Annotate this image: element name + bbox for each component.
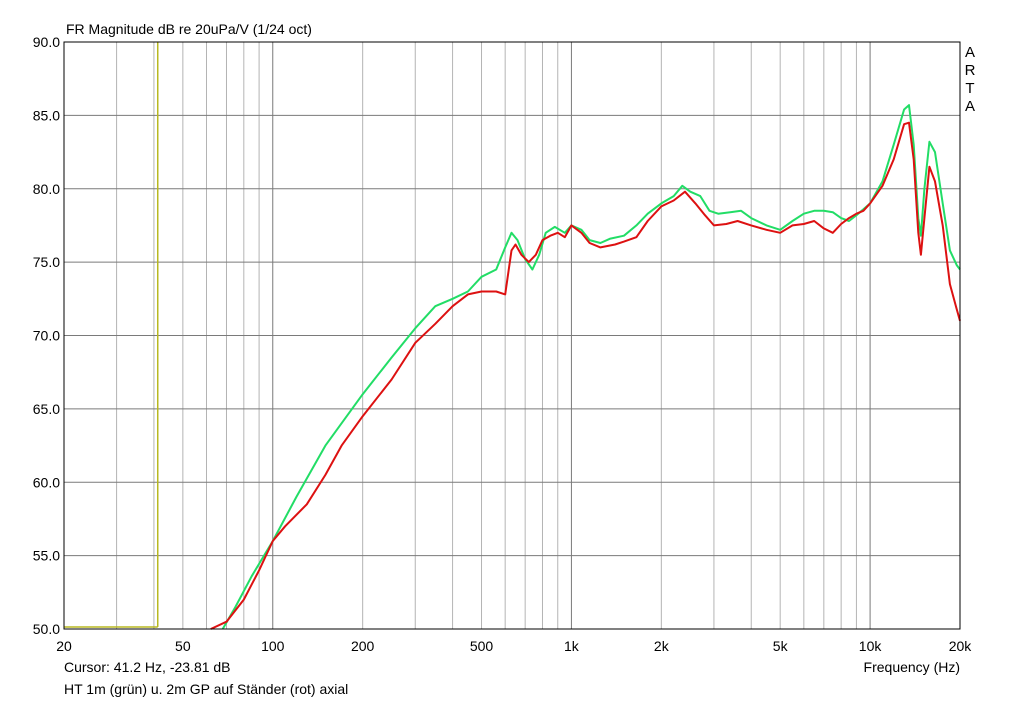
cursor-layer (64, 42, 159, 628)
x-tick-label: 2k (654, 638, 670, 654)
y-tick-label: 85.0 (33, 107, 60, 123)
x-tick-label: 100 (261, 638, 285, 654)
x-tick-label: 200 (351, 638, 375, 654)
x-tick-label: 20 (56, 638, 72, 654)
x-tick-label: 5k (773, 638, 789, 654)
series-layer (210, 104, 961, 630)
y-tick-label: 50.0 (33, 621, 60, 637)
x-tick-label: 10k (859, 638, 883, 654)
y-tick-label: 75.0 (33, 254, 60, 270)
x-tick-label: 1k (564, 638, 580, 654)
y-tick-label: 80.0 (33, 181, 60, 197)
arta-watermark: ARTA (964, 44, 976, 115)
series-line-2 (210, 121, 961, 630)
x-tick-labels: 20 50 100 200 500 1k 2k 5k 10k 20k (56, 638, 972, 654)
y-tick-labels: 50.0 55.0 60.0 65.0 70.0 75.0 80.0 85.0 90.0 (33, 34, 60, 637)
x-tick-label: 20k (949, 638, 973, 654)
y-gridlines (64, 114, 960, 557)
y-tick-label: 55.0 (33, 548, 60, 564)
x-axis-label: Frequency (Hz) (863, 659, 960, 675)
y-tick-label: 60.0 (33, 474, 60, 490)
chart-caption: HT 1m (grün) u. 2m GP auf Ständer (rot) … (64, 681, 349, 697)
y-tick-label: 90.0 (33, 34, 60, 50)
x-tick-label: 500 (470, 638, 494, 654)
y-tick-label: 65.0 (33, 401, 60, 417)
chart-title: FR Magnitude dB re 20uPa/V (1/24 oct) (66, 21, 312, 37)
y-tick-label: 70.0 (33, 328, 60, 344)
plot-frame (63, 41, 961, 630)
series-line-1 (221, 104, 961, 630)
x-tick-label: 50 (175, 638, 191, 654)
cursor-readout: Cursor: 41.2 Hz, -23.81 dB (64, 659, 231, 675)
